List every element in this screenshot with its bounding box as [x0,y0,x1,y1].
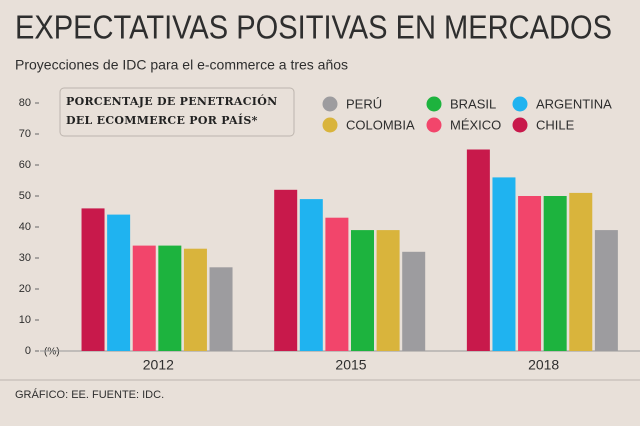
footer: GRÁFICO: EE. FUENTE: IDC. [15,388,164,401]
legend-label: PERÚ [346,96,382,111]
bar [492,177,516,351]
legend-label: BRASIL [450,96,496,111]
legend-swatch [322,117,338,133]
x-tick-label: 2012 [143,357,174,373]
legend-swatch [426,96,442,112]
bar [132,245,156,351]
bar [518,196,542,351]
bar [543,196,567,351]
y-tick-label: 70 [19,128,31,140]
bar [466,149,490,351]
x-tick-label: 2015 [335,357,366,373]
bar [209,267,233,351]
legend-swatch [512,117,528,133]
bar [81,208,105,351]
y-unit: (%) [44,347,60,358]
legend-swatch [512,96,528,112]
y-tick-label: 0 [25,345,31,357]
bar [299,199,323,351]
y-tick-label: 80 [19,97,31,109]
bar [274,189,298,351]
legend-label: COLOMBIA [346,117,415,132]
bar [594,230,618,351]
bar [325,217,349,351]
legend-box [59,87,295,137]
chart-subtitle: Proyecciones de IDC para el e-commerce a… [15,57,348,73]
y-tick-label: 30 [19,252,31,264]
y-tick-label: 20 [19,283,31,295]
bar [183,248,207,351]
bar [107,214,131,351]
y-tick-label: 40 [19,221,31,233]
legend-label: ARGENTINA [536,96,612,111]
bar [158,245,182,351]
legend-label: MÉXICO [450,117,501,132]
legend-title-box: PORCENTAJE DE PENETRACIÓN DEL ECOMMERCE … [66,95,278,127]
y-tick-label: 60 [19,159,31,171]
bar [569,192,593,351]
legend-swatch [322,96,338,112]
y-tick-label: 50 [19,190,31,202]
chart-title: EXPECTATIVAS POSITIVAS EN MERCADOS [15,9,612,46]
bar [351,230,374,351]
bar [376,230,400,351]
y-tick-label: 10 [19,314,31,326]
x-tick-label: 2018 [528,357,559,373]
legend-title: PORCENTAJE DE PENETRACIÓN DEL ECOMMERCE … [66,95,278,127]
bar [402,251,426,351]
legend-swatch [426,117,442,133]
legend-label: CHILE [536,117,575,132]
